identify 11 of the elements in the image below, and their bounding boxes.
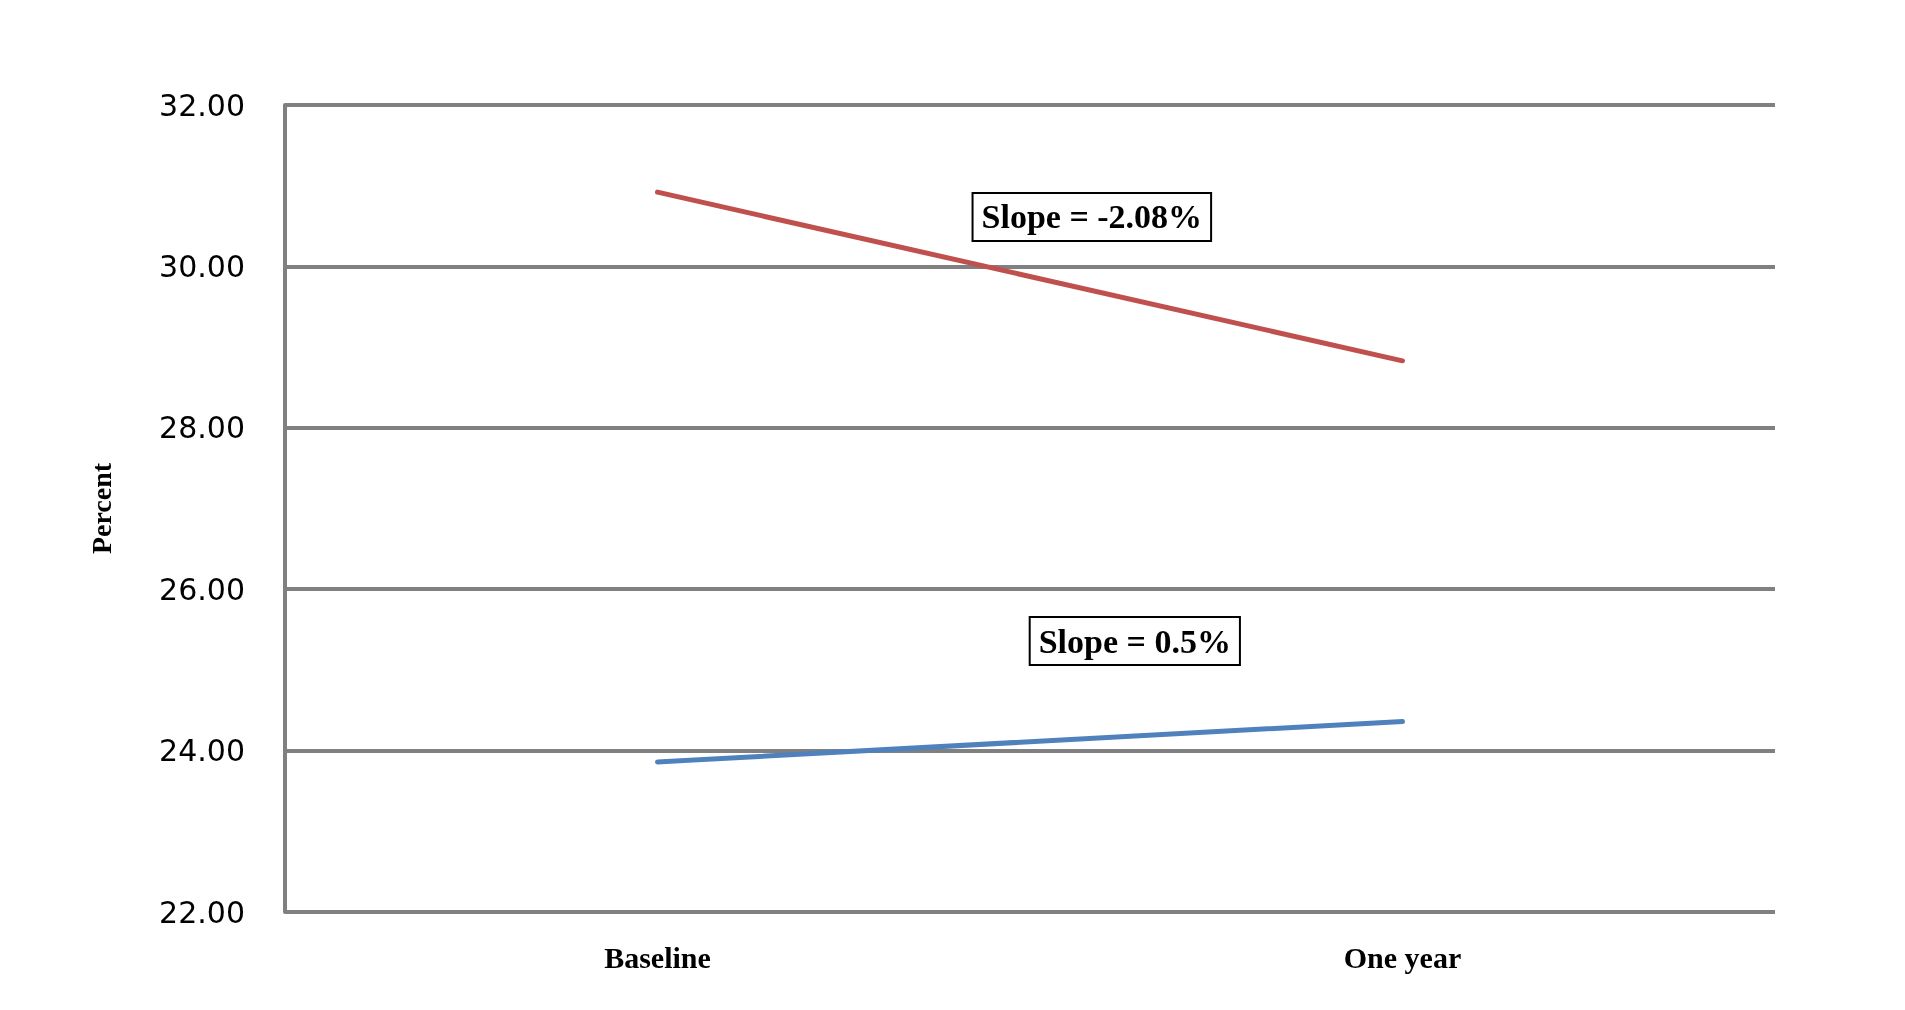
x-tick-label: One year — [1343, 940, 1462, 974]
annotation: Slope = 0.5% — [1038, 622, 1231, 660]
y-tick-label: 32.00 — [159, 87, 245, 123]
y-tick-label: 28.00 — [159, 410, 245, 446]
y-tick-label: 24.00 — [159, 733, 245, 769]
y-axis-title: Percent — [85, 462, 117, 555]
annotation: Slope = -2.08% — [981, 198, 1203, 236]
y-tick-label: 22.00 — [159, 894, 245, 930]
y-tick-label: 30.00 — [159, 248, 245, 284]
y-tick-label: 26.00 — [159, 571, 245, 607]
x-tick-label: Baseline — [604, 940, 711, 974]
